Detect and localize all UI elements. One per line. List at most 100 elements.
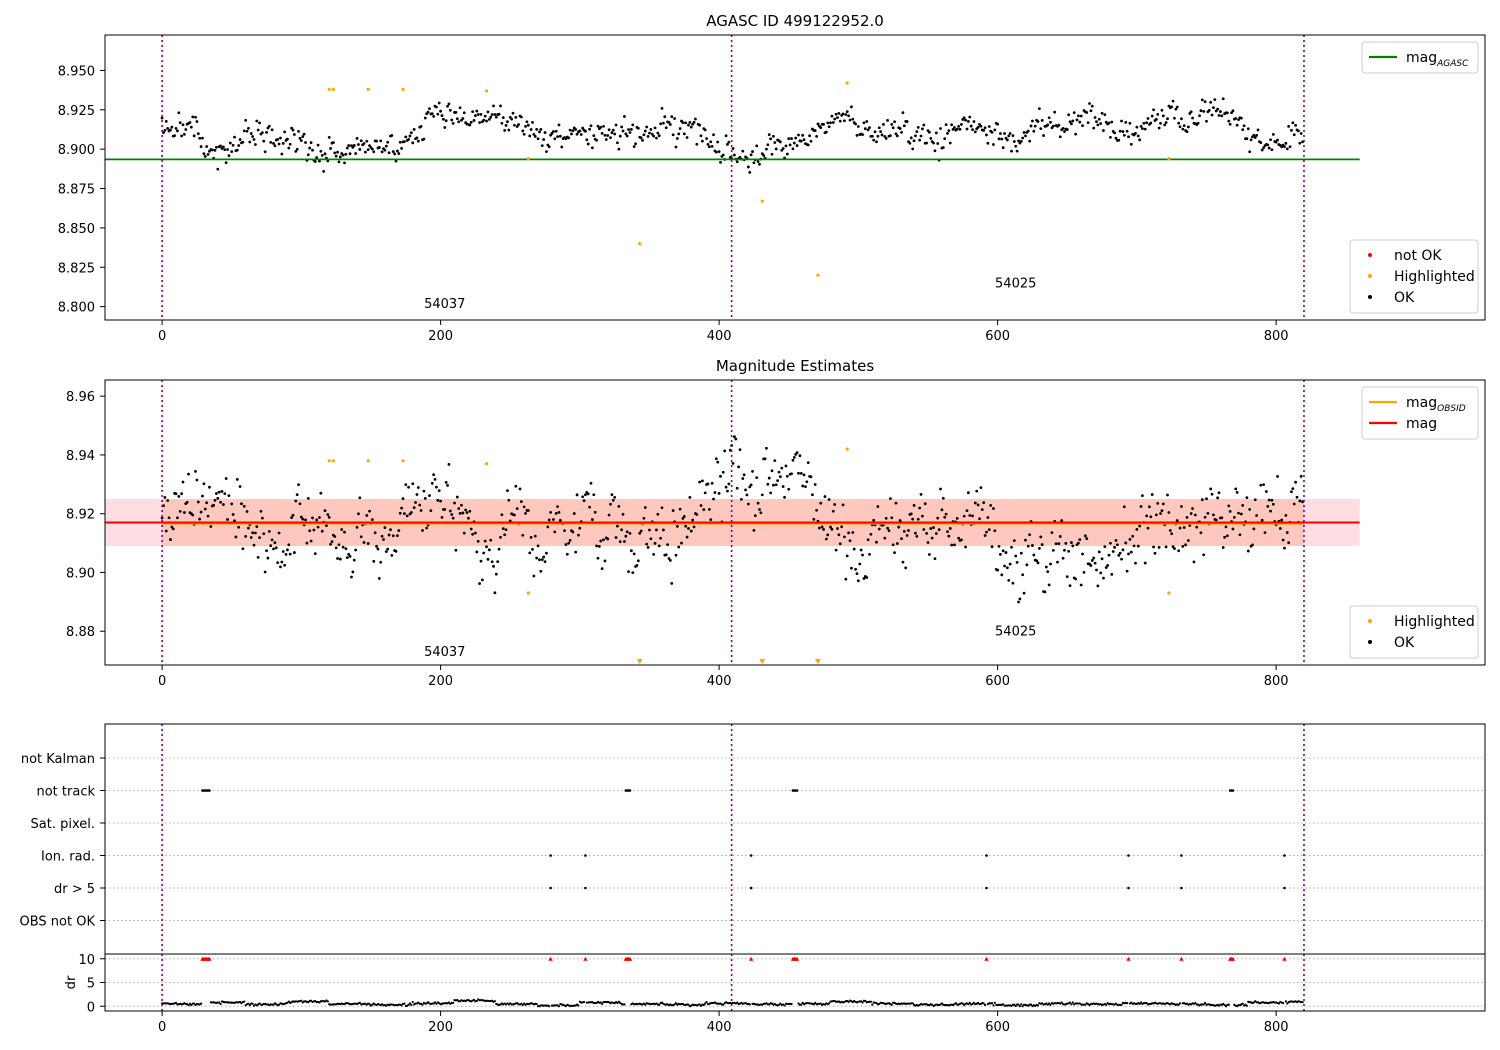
ok-point [1025,563,1029,567]
ok-point [1132,544,1136,548]
ok-point [1093,561,1097,565]
ok-point [1180,117,1183,121]
ok-point [901,560,905,564]
ok-point [834,548,838,552]
ok-point [843,119,846,123]
ok-point [191,513,195,517]
ok-point [457,507,461,510]
ok-point [444,480,448,484]
ok-point [943,515,947,519]
ok-point [819,126,823,130]
ok-point [985,530,988,534]
ok-point [556,135,559,138]
ok-point [412,506,416,510]
ok-point [390,554,394,557]
ok-point [563,529,566,533]
ok-point [916,125,920,129]
ok-point [404,483,408,486]
ok-point [504,124,508,127]
dr-point [251,1002,254,1005]
ok-point [1068,120,1072,124]
ok-point [556,505,559,509]
ok-point [774,147,778,151]
ok-point [955,517,959,520]
ok-point [1290,128,1293,132]
ok-point [1083,534,1087,538]
ok-point [1156,501,1160,505]
ok-point [538,130,541,134]
ok-point [1202,553,1206,557]
ok-point [297,483,300,487]
ok-point [694,117,697,121]
ok-point [909,512,913,516]
ok-point [221,503,225,506]
ok-point [1259,141,1263,144]
ok-point [336,557,339,560]
ok-point [1024,538,1027,542]
ok-point [1150,493,1154,496]
dr-point [993,1001,996,1004]
ok-point [521,533,525,537]
highlighted-point [526,157,530,161]
ok-point [851,531,855,534]
ok-point [585,138,589,142]
ok-point [1223,535,1226,539]
ok-point [230,502,234,506]
ok-point [1113,545,1116,549]
dr-point [705,1000,708,1004]
ok-point [164,529,168,533]
ok-point [490,113,494,116]
ok-point [1160,509,1164,513]
ok-point [1071,119,1075,123]
ok-point [815,134,818,138]
ok-point [547,145,551,149]
ok-point [822,122,825,126]
ok-point [547,518,551,522]
ok-point [805,480,809,484]
ok-point [918,506,922,510]
ok-point [352,144,356,147]
ok-point [616,524,619,528]
ok-point [357,512,360,516]
ok-point [765,446,768,450]
ok-point [221,145,225,149]
ok-point [451,516,455,520]
ok-point [946,530,949,533]
ok-point [487,548,491,552]
ok-point [642,133,646,137]
ok-point [1205,119,1208,123]
ok-point [751,470,754,473]
ok-point [1063,130,1066,133]
ok-point [416,139,420,143]
y-tick-label: 8.875 [58,183,95,198]
ok-point [1096,123,1100,127]
dr-point [698,1003,701,1006]
ok-point [513,123,516,127]
ok-point [393,152,397,156]
ok-point [1246,549,1250,553]
ok-point [217,490,221,494]
ok-point [301,517,305,521]
ok-point [436,112,440,116]
ok-point [203,154,207,158]
ok-point [1046,570,1050,574]
ok-point [522,505,526,509]
dr-point [1224,1005,1228,1008]
ok-point [829,121,832,125]
ok-point [830,527,834,531]
ok-point [1141,127,1144,130]
ok-point [1184,543,1188,547]
ok-point [989,503,993,507]
ok-point [1040,543,1044,546]
ok-point [476,113,480,116]
ok-point [692,525,696,529]
ok-point [372,559,376,563]
ok-point [380,150,384,154]
ok-point [784,144,788,148]
legend-box [1361,386,1479,440]
ok-point [830,114,834,118]
dr-point [847,1000,850,1003]
ok-point [766,143,770,147]
ok-point [915,534,919,538]
highlighted-point-out-of-range [636,659,643,665]
